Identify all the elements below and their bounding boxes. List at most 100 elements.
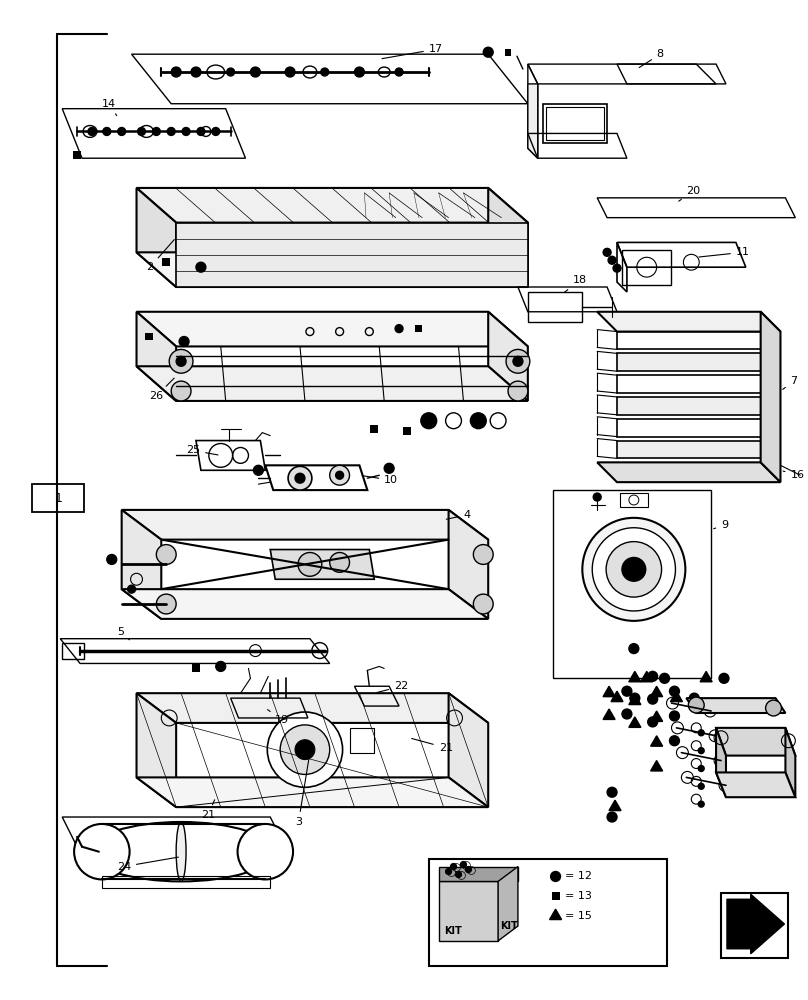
Polygon shape [439, 881, 498, 941]
Polygon shape [603, 686, 615, 697]
Circle shape [395, 68, 403, 76]
Polygon shape [701, 671, 712, 682]
Circle shape [698, 801, 705, 807]
Circle shape [179, 337, 189, 346]
Polygon shape [650, 736, 663, 746]
Circle shape [227, 68, 234, 76]
Circle shape [128, 585, 136, 593]
Circle shape [355, 67, 364, 77]
Circle shape [421, 413, 436, 429]
Text: 1: 1 [54, 492, 62, 505]
Circle shape [295, 740, 315, 760]
Bar [145, 333, 154, 340]
Circle shape [196, 262, 206, 272]
Circle shape [156, 594, 176, 614]
Circle shape [659, 673, 670, 683]
Circle shape [330, 553, 350, 572]
Circle shape [456, 872, 461, 877]
Circle shape [285, 67, 295, 77]
Circle shape [550, 872, 561, 881]
Circle shape [171, 381, 191, 401]
Polygon shape [629, 694, 641, 705]
Circle shape [607, 812, 617, 822]
Text: 26: 26 [149, 378, 175, 401]
Polygon shape [617, 419, 760, 437]
Ellipse shape [176, 822, 186, 881]
Circle shape [583, 518, 685, 621]
Circle shape [698, 783, 705, 789]
Bar [62, 643, 84, 659]
Text: 20: 20 [679, 186, 701, 201]
Circle shape [506, 349, 530, 373]
Circle shape [473, 594, 493, 614]
Bar [553, 490, 711, 678]
Polygon shape [137, 693, 488, 723]
Circle shape [698, 766, 705, 771]
Circle shape [648, 671, 658, 681]
Circle shape [254, 465, 263, 475]
Circle shape [176, 356, 186, 366]
Circle shape [607, 787, 617, 797]
Polygon shape [137, 188, 528, 223]
Circle shape [167, 128, 175, 135]
Bar [102, 876, 270, 888]
Circle shape [88, 128, 96, 135]
Polygon shape [650, 711, 663, 721]
Ellipse shape [90, 822, 273, 881]
Circle shape [670, 711, 680, 721]
Text: 2: 2 [146, 240, 175, 272]
Polygon shape [137, 312, 176, 401]
Polygon shape [641, 671, 653, 682]
Bar [429, 859, 667, 966]
Circle shape [606, 542, 662, 597]
Polygon shape [439, 867, 518, 881]
Circle shape [446, 869, 452, 874]
Circle shape [197, 128, 205, 135]
Text: 5: 5 [116, 627, 129, 640]
Polygon shape [617, 353, 760, 371]
Polygon shape [137, 312, 528, 346]
Polygon shape [686, 698, 785, 713]
Polygon shape [122, 510, 162, 619]
Polygon shape [760, 312, 781, 482]
Polygon shape [122, 510, 488, 540]
Text: KIT: KIT [444, 926, 461, 936]
Circle shape [622, 557, 646, 581]
Polygon shape [629, 717, 641, 727]
Text: 4: 4 [446, 510, 470, 520]
Text: 14: 14 [102, 99, 116, 116]
Circle shape [156, 545, 176, 564]
Circle shape [216, 661, 225, 671]
Circle shape [169, 349, 193, 373]
Circle shape [508, 381, 528, 401]
Circle shape [603, 248, 611, 256]
Polygon shape [122, 589, 488, 619]
Circle shape [630, 693, 640, 703]
Bar [620, 493, 648, 507]
Text: 16: 16 [783, 470, 805, 480]
Text: 21: 21 [201, 800, 215, 820]
Polygon shape [270, 550, 374, 579]
Polygon shape [448, 693, 488, 807]
Bar [162, 258, 170, 266]
Polygon shape [629, 671, 641, 682]
Polygon shape [650, 761, 663, 771]
Polygon shape [549, 909, 562, 920]
Circle shape [250, 67, 260, 77]
Text: 18: 18 [565, 275, 587, 292]
Polygon shape [617, 375, 760, 393]
Circle shape [613, 264, 621, 272]
Bar [192, 664, 200, 672]
Circle shape [103, 128, 111, 135]
Polygon shape [785, 728, 795, 797]
Polygon shape [137, 693, 176, 807]
Circle shape [592, 528, 675, 611]
Text: 9: 9 [713, 520, 728, 530]
Polygon shape [488, 312, 528, 401]
Bar [721, 893, 789, 958]
Circle shape [698, 748, 705, 754]
Polygon shape [727, 894, 785, 954]
Circle shape [766, 700, 781, 716]
Circle shape [719, 673, 729, 683]
Circle shape [267, 712, 343, 787]
